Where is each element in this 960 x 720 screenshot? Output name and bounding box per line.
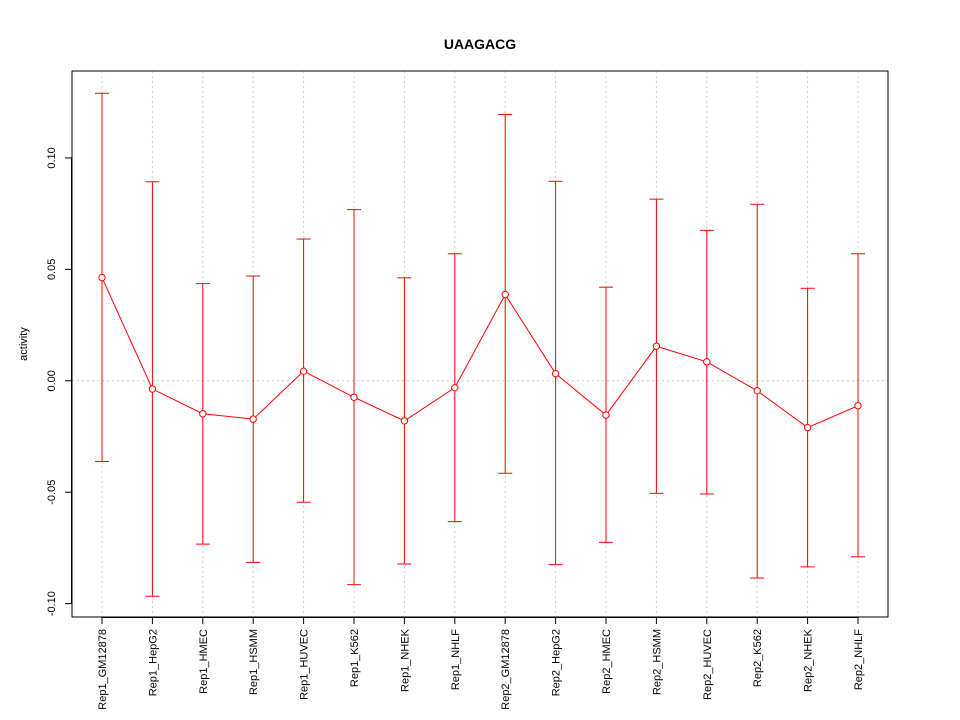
data-point (602, 411, 610, 419)
x-tick-label: Rep1_NHLF (450, 629, 462, 690)
chart-title: UAAGACG (444, 36, 516, 52)
data-point (753, 387, 761, 395)
x-tick-label: Rep2_NHLF (853, 629, 865, 690)
series-line (101, 277, 859, 429)
y-tick-label: -0.10 (46, 591, 58, 616)
x-tick-label: Rep2_GM12878 (500, 629, 512, 710)
x-tick-label: Rep2_HMEC (601, 629, 613, 694)
x-tick-label: Rep1_NHEK (399, 628, 411, 692)
data-point (501, 290, 509, 299)
x-tick-label: Rep2_HSMM (651, 629, 663, 695)
y-tick-label: 0.10 (46, 147, 58, 168)
plot-frame (71, 70, 889, 618)
y-tick-label: 0.00 (46, 370, 58, 391)
series (95, 92, 865, 597)
x-tick-label: Rep2_K562 (752, 629, 764, 687)
x-tick-label: Rep2_NHEK (803, 628, 815, 692)
x-tick-label: Rep1_HSMM (248, 629, 260, 695)
data-point (299, 367, 308, 375)
grid (101, 71, 859, 617)
x-tick-label: Rep1_HepG2 (147, 629, 159, 696)
data-point (652, 342, 661, 350)
data-point (249, 415, 257, 423)
x-tick-label: Rep2_HUVEC (702, 629, 714, 700)
x-tick-label: Rep1_GM12878 (97, 629, 109, 710)
y-tick-label: -0.05 (46, 480, 58, 505)
x-tick-label: Rep1_K562 (349, 629, 361, 687)
data-point (148, 385, 157, 393)
data-point (199, 410, 207, 418)
x-tick-label: Rep1_HUVEC (299, 629, 311, 700)
data-point (400, 417, 409, 425)
data-point (98, 273, 106, 282)
y-tick-label: 0.05 (46, 259, 58, 280)
data-point (551, 369, 560, 378)
x-axis: Rep1_GM12878 Rep1_HepG2 Rep1_HMEC Rep1_HSMM… (97, 617, 865, 710)
data-point (451, 383, 459, 392)
y-axis-label: activity (18, 327, 30, 361)
data-point (703, 358, 711, 366)
x-tick-label: Rep2_HepG2 (551, 629, 563, 696)
data-point (350, 393, 358, 401)
data-point (803, 423, 812, 432)
y-axis: -0.10 -0.05 0.00 0.05 0.10 (46, 147, 72, 616)
x-tick-label: Rep1_HMEC (198, 629, 210, 694)
data-point (854, 402, 862, 410)
